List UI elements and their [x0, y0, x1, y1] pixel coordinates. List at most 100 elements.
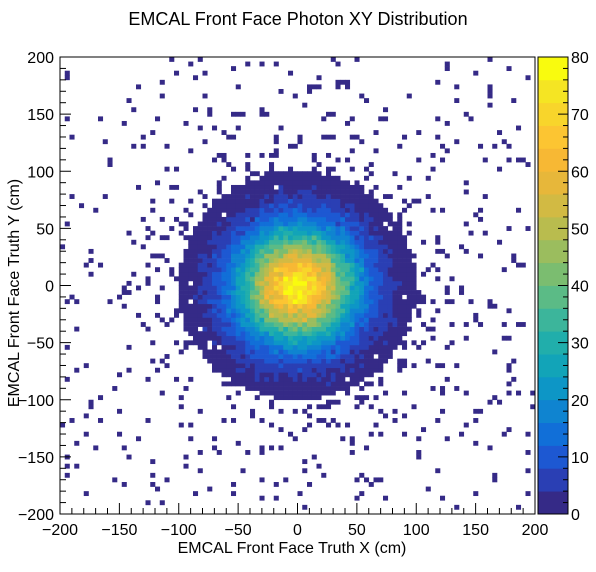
heatmap-bin	[250, 190, 255, 195]
heatmap-bin	[283, 263, 288, 268]
heatmap-bin	[245, 304, 250, 309]
heatmap-bin	[326, 327, 331, 332]
heatmap-bin	[279, 235, 284, 240]
heatmap-bin	[150, 340, 155, 345]
heatmap-bin	[274, 368, 279, 373]
heatmap-bin	[250, 290, 255, 295]
heatmap-bin	[255, 286, 260, 291]
heatmap-bin	[359, 226, 364, 231]
heatmap-bin	[374, 290, 379, 295]
heatmap-bin	[369, 240, 374, 245]
heatmap-bin	[378, 281, 383, 286]
heatmap-bin	[326, 240, 331, 245]
heatmap-bin	[241, 327, 246, 332]
heatmap-bin	[193, 313, 198, 318]
heatmap-bin	[264, 317, 269, 322]
heatmap-bin	[274, 313, 279, 318]
heatmap-bin	[307, 276, 312, 281]
heatmap-bin	[245, 190, 250, 195]
heatmap-bin	[288, 317, 293, 322]
heatmap-bin	[302, 354, 307, 359]
heatmap-bin	[226, 240, 231, 245]
heatmap-bin	[236, 340, 241, 345]
heatmap-bin	[412, 304, 417, 309]
heatmap-bin	[207, 249, 212, 254]
heatmap-bin	[393, 244, 398, 249]
heatmap-bin	[231, 112, 236, 117]
heatmap-bin	[207, 304, 212, 309]
heatmap-bin	[364, 222, 369, 227]
heatmap-bin	[141, 144, 146, 149]
heatmap-bin	[302, 180, 307, 185]
heatmap-bin	[317, 299, 322, 304]
heatmap-bin	[212, 363, 217, 368]
heatmap-bin	[260, 299, 265, 304]
heatmap-bin	[345, 276, 350, 281]
heatmap-bin	[326, 345, 331, 350]
heatmap-bin	[89, 272, 94, 277]
heatmap-bin	[188, 308, 193, 313]
heatmap-bin	[255, 290, 260, 295]
heatmap-bin	[207, 359, 212, 364]
heatmap-bin	[307, 322, 312, 327]
heatmap-bin	[279, 295, 284, 300]
heatmap-bin	[326, 267, 331, 272]
heatmap-bin	[298, 190, 303, 195]
heatmap-bin	[203, 203, 208, 208]
heatmap-bin	[231, 363, 236, 368]
heatmap-bin	[203, 336, 208, 341]
heatmap-bin	[355, 290, 360, 295]
heatmap-bin	[355, 317, 360, 322]
heatmap-bin	[378, 359, 383, 364]
heatmap-bin	[236, 336, 241, 341]
heatmap-bin	[350, 226, 355, 231]
heatmap-bin	[264, 386, 269, 391]
heatmap-bin	[217, 349, 222, 354]
heatmap-bin	[321, 254, 326, 259]
heatmap-bin	[298, 313, 303, 318]
heatmap-bin	[359, 272, 364, 277]
heatmap-bin	[492, 395, 497, 400]
heatmap-bin	[193, 308, 198, 313]
heatmap-bin	[312, 368, 317, 373]
heatmap-bin	[231, 418, 236, 423]
colorbar-tick-label: 30	[571, 336, 589, 353]
heatmap-bin	[245, 290, 250, 295]
heatmap-bin	[250, 363, 255, 368]
heatmap-bin	[255, 327, 260, 332]
heatmap-bin	[416, 130, 421, 135]
heatmap-bin	[255, 249, 260, 254]
heatmap-bin	[193, 331, 198, 336]
heatmap-bin	[326, 217, 331, 222]
heatmap-bin	[364, 308, 369, 313]
heatmap-bin	[160, 235, 165, 240]
heatmap-bin	[340, 354, 345, 359]
heatmap-bin	[435, 80, 440, 85]
heatmap-bin	[340, 308, 345, 313]
heatmap-bin	[345, 317, 350, 322]
heatmap-bin	[122, 482, 127, 487]
heatmap-bin	[388, 249, 393, 254]
heatmap-bin	[340, 185, 345, 190]
heatmap-bin	[260, 180, 265, 185]
heatmap-bin	[383, 354, 388, 359]
heatmap-bin	[169, 317, 174, 322]
heatmap-bin	[321, 240, 326, 245]
heatmap-bin	[169, 185, 174, 190]
heatmap-bin	[241, 235, 246, 240]
heatmap-bin	[293, 263, 298, 268]
heatmap-bin	[388, 244, 393, 249]
heatmap-bin	[117, 295, 122, 300]
heatmap-bin	[483, 194, 488, 199]
heatmap-bin	[203, 254, 208, 259]
heatmap-bin	[340, 281, 345, 286]
heatmap-bin	[241, 368, 246, 373]
heatmap-bin	[331, 363, 336, 368]
heatmap-bin	[350, 299, 355, 304]
heatmap-bin	[217, 317, 222, 322]
heatmap-bin	[269, 322, 274, 327]
heatmap-bin	[374, 203, 379, 208]
heatmap-bin	[440, 144, 445, 149]
heatmap-bin	[146, 235, 151, 240]
heatmap-bin	[250, 249, 255, 254]
